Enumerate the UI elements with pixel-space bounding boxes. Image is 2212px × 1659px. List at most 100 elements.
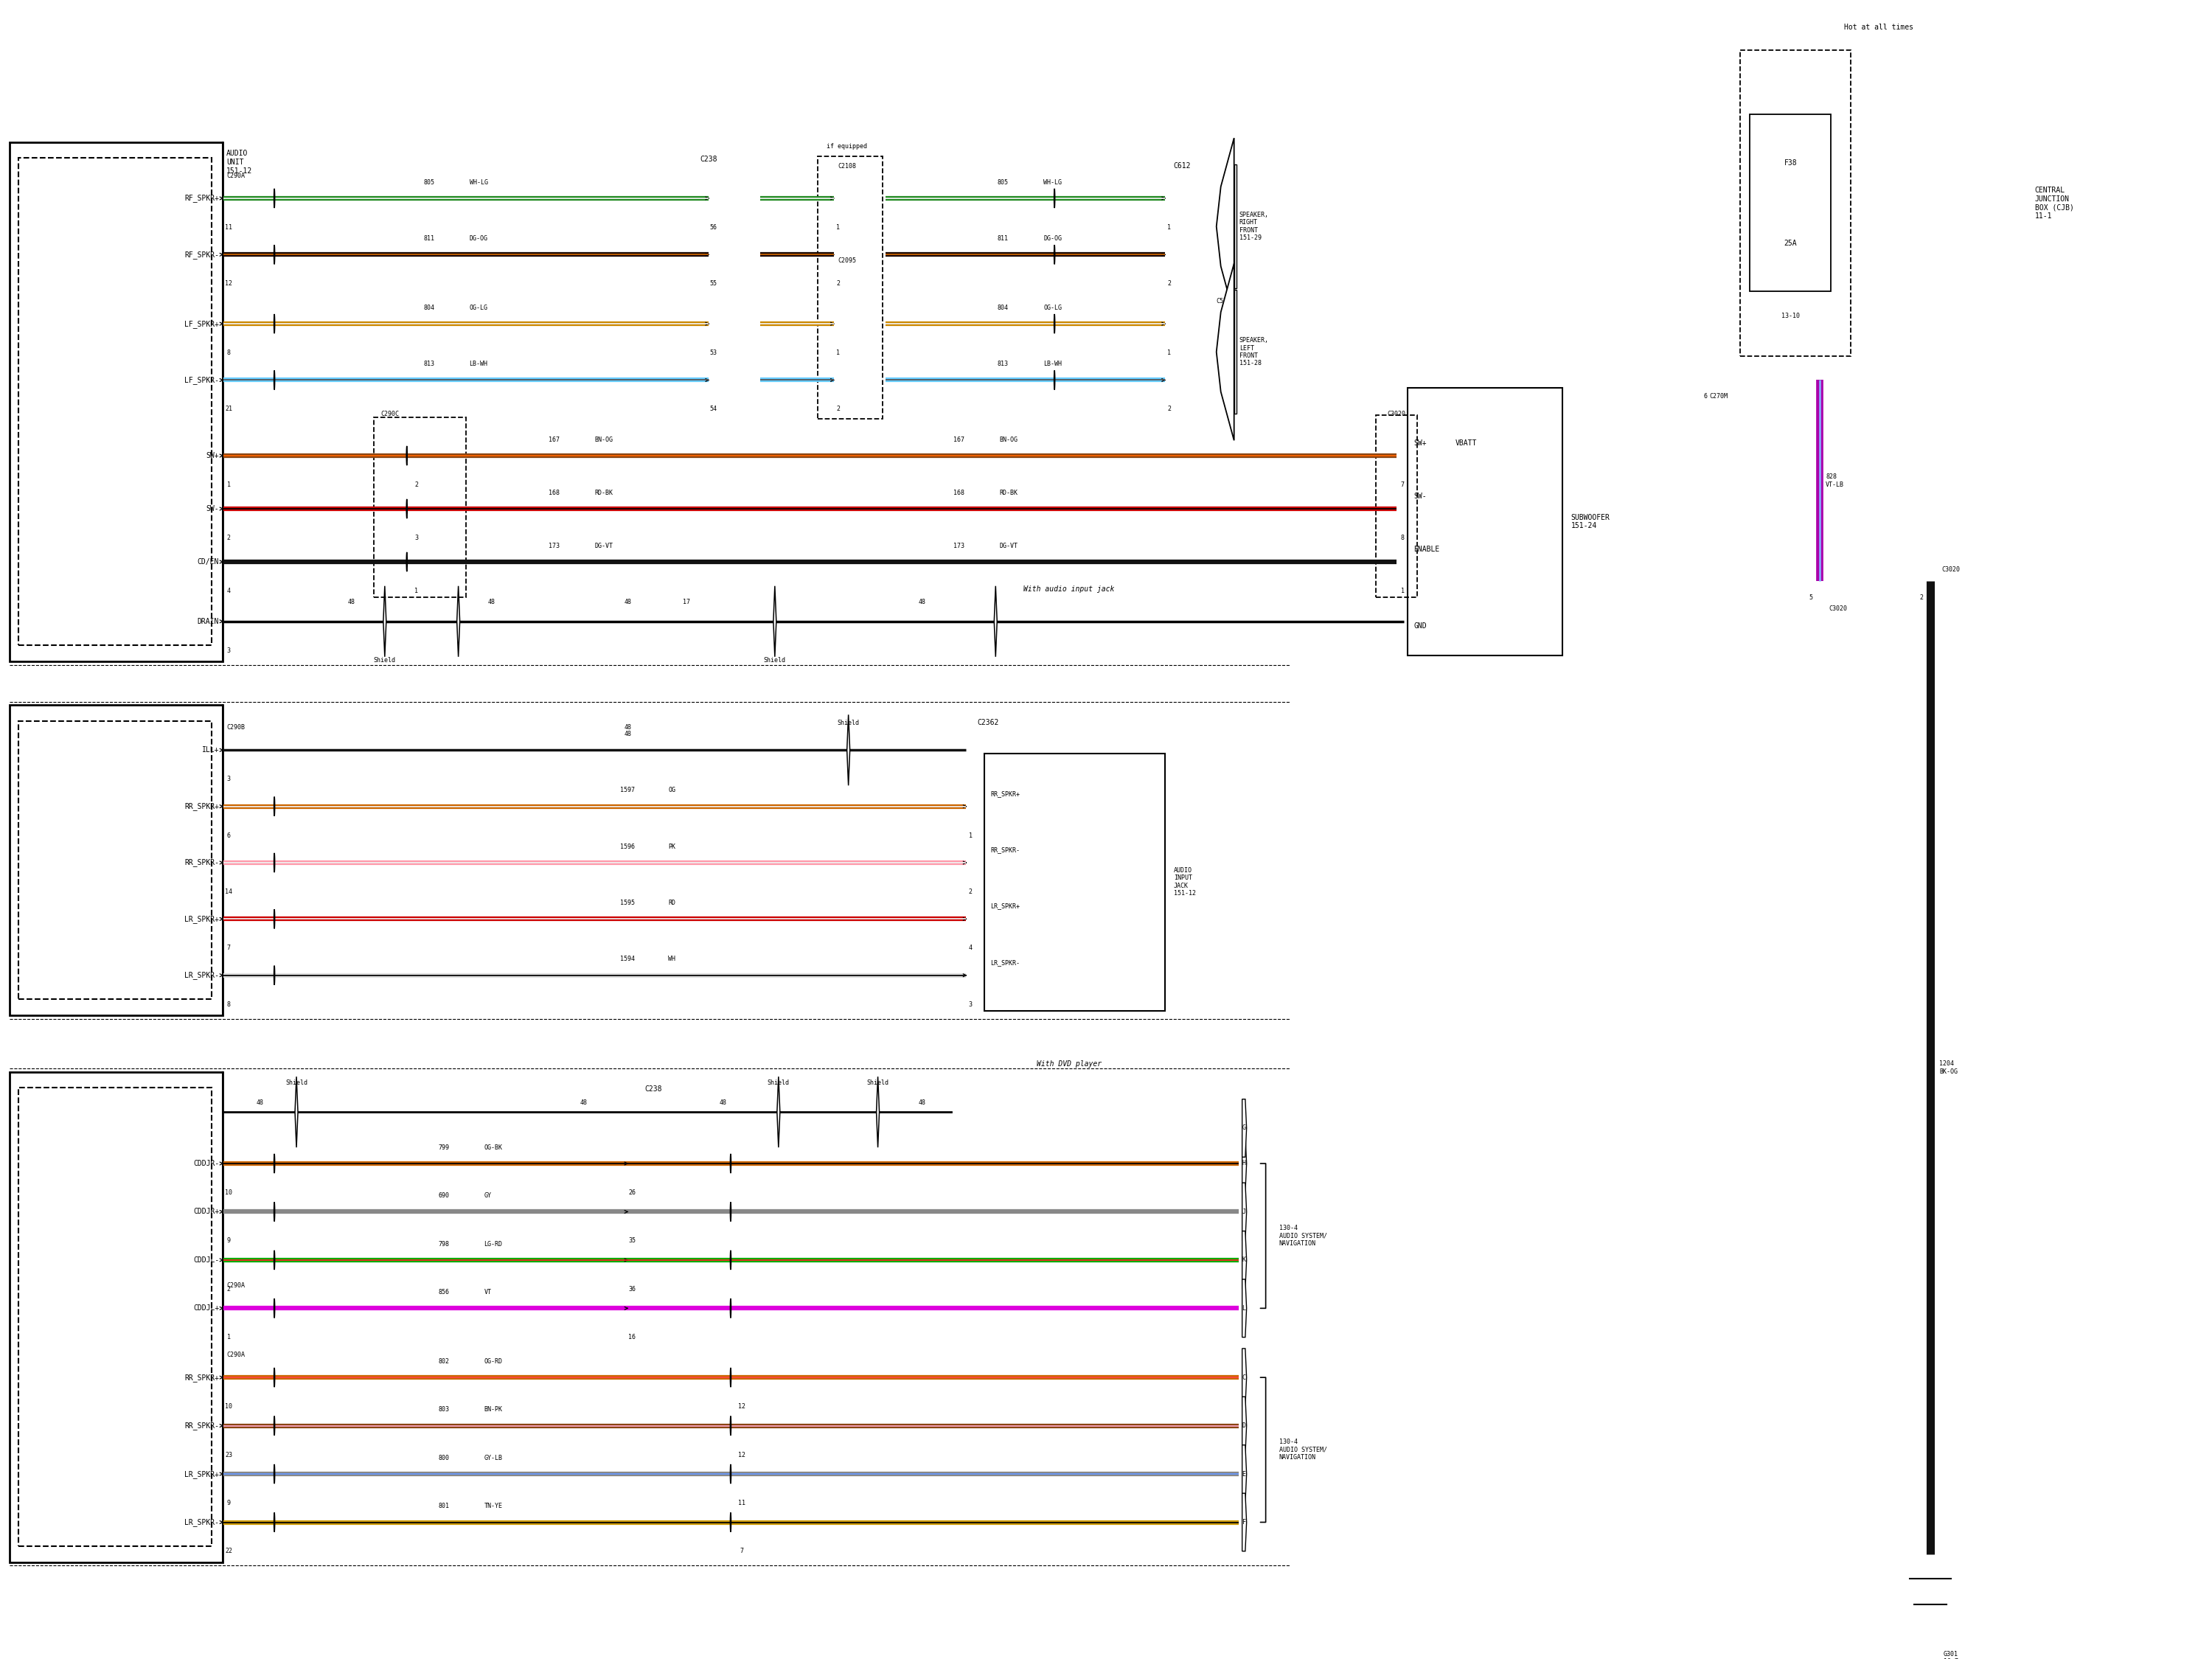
Text: 173: 173 — [953, 542, 964, 549]
Bar — [818, 156, 883, 418]
Text: 1: 1 — [1400, 587, 1405, 594]
Text: OG: OG — [668, 786, 675, 793]
Text: 9: 9 — [228, 1238, 230, 1244]
Text: 1: 1 — [836, 350, 841, 357]
Text: SPEAKER,
RIGHT
FRONT
151-29: SPEAKER, RIGHT FRONT 151-29 — [1239, 212, 1270, 241]
Text: 48: 48 — [624, 599, 630, 606]
Text: CDDJL+: CDDJL+ — [192, 1304, 219, 1312]
Text: RD-BK: RD-BK — [595, 489, 613, 496]
Text: L: L — [1243, 1306, 1245, 1312]
Text: Shield: Shield — [768, 1080, 790, 1087]
Text: 168: 168 — [549, 489, 560, 496]
Polygon shape — [1243, 1100, 1248, 1156]
Text: CENTRAL
JUNCTION
BOX (CJB)
11-1: CENTRAL JUNCTION BOX (CJB) 11-1 — [2035, 186, 2075, 219]
Text: C3020: C3020 — [1829, 606, 1847, 612]
Text: 12: 12 — [739, 1452, 745, 1458]
Text: 36: 36 — [628, 1286, 635, 1292]
Text: 811: 811 — [998, 236, 1009, 242]
Text: 35: 35 — [628, 1238, 635, 1244]
Text: 1: 1 — [414, 587, 418, 594]
Bar — [374, 416, 467, 597]
Text: With audio input jack: With audio input jack — [1024, 586, 1115, 592]
Text: CDDJL-: CDDJL- — [192, 1256, 219, 1264]
Text: AUDIO
UNIT
151-12: AUDIO UNIT 151-12 — [226, 149, 252, 174]
Text: 813: 813 — [422, 360, 434, 367]
Text: 5: 5 — [1809, 594, 1814, 601]
Text: LF_SPKR+: LF_SPKR+ — [184, 320, 219, 328]
Text: Shield: Shield — [374, 657, 396, 664]
Polygon shape — [776, 1077, 781, 1148]
Text: 7: 7 — [228, 944, 230, 951]
Text: 6: 6 — [1703, 393, 1708, 400]
Polygon shape — [1243, 1183, 1248, 1241]
Text: LR_SPKR-: LR_SPKR- — [991, 959, 1020, 966]
Text: RD: RD — [668, 899, 675, 906]
Text: 7: 7 — [739, 1548, 743, 1554]
Polygon shape — [383, 586, 387, 657]
Text: 805: 805 — [998, 179, 1009, 186]
Text: 48: 48 — [347, 599, 356, 606]
Text: 48: 48 — [489, 599, 495, 606]
Text: 799: 799 — [438, 1145, 449, 1151]
Text: 167: 167 — [953, 436, 964, 443]
Text: RR_SPKR+: RR_SPKR+ — [991, 790, 1020, 796]
Text: TN-YE: TN-YE — [484, 1503, 502, 1510]
Text: SPEAKER,
LEFT
FRONT
151-28: SPEAKER, LEFT FRONT 151-28 — [1239, 337, 1270, 367]
Text: Shield: Shield — [867, 1080, 889, 1087]
Bar — [1234, 164, 1237, 289]
Text: 813: 813 — [998, 360, 1009, 367]
Text: 1204
BK-OG: 1204 BK-OG — [1940, 1060, 1958, 1075]
Polygon shape — [294, 1077, 299, 1148]
Text: D: D — [1243, 1422, 1245, 1428]
Text: 1594: 1594 — [619, 956, 635, 962]
Text: RD-BK: RD-BK — [1000, 489, 1018, 496]
Polygon shape — [1243, 1397, 1248, 1455]
Text: 1596: 1596 — [619, 843, 635, 849]
Text: E: E — [1243, 1470, 1245, 1477]
Text: SW-: SW- — [206, 504, 219, 513]
Text: C238: C238 — [699, 156, 717, 163]
Text: 4: 4 — [969, 944, 973, 951]
Text: 8: 8 — [228, 1000, 230, 1007]
Text: C290C: C290C — [380, 410, 400, 416]
Bar — [1234, 290, 1237, 413]
Text: RR_SPKR-: RR_SPKR- — [184, 859, 219, 866]
Text: 48: 48 — [918, 1098, 925, 1105]
Text: 1: 1 — [836, 224, 841, 231]
Text: LR_SPKR+: LR_SPKR+ — [991, 902, 1020, 909]
Text: RF_SPKR+: RF_SPKR+ — [184, 194, 219, 202]
Text: DG-OG: DG-OG — [469, 236, 489, 242]
Text: 1: 1 — [1168, 224, 1170, 231]
Bar — [9, 705, 223, 1015]
Text: 130-4
AUDIO SYSTEM/
NAVIGATION: 130-4 AUDIO SYSTEM/ NAVIGATION — [1279, 1438, 1327, 1462]
Text: 4: 4 — [228, 587, 230, 594]
Text: DG-OG: DG-OG — [1044, 236, 1062, 242]
Text: C: C — [1243, 1374, 1245, 1380]
Text: 23: 23 — [226, 1452, 232, 1458]
Text: 48: 48 — [624, 730, 630, 737]
Text: 53: 53 — [710, 350, 717, 357]
Bar — [1376, 415, 1418, 597]
Text: LR_SPKR+: LR_SPKR+ — [184, 916, 219, 922]
Text: RR_SPKR-: RR_SPKR- — [184, 1422, 219, 1430]
Text: C3020: C3020 — [1387, 410, 1407, 416]
Polygon shape — [847, 715, 849, 785]
Text: C290A: C290A — [226, 1282, 246, 1289]
Text: 16: 16 — [628, 1334, 635, 1340]
Text: 800: 800 — [438, 1455, 449, 1462]
Text: CDDJR+: CDDJR+ — [192, 1208, 219, 1216]
Text: C3020: C3020 — [1942, 566, 1960, 572]
Bar — [18, 158, 212, 645]
Text: if equipped: if equipped — [827, 143, 867, 149]
Text: CD/EN: CD/EN — [197, 557, 219, 566]
Text: 7: 7 — [1400, 481, 1405, 488]
Bar — [1750, 114, 1832, 292]
Polygon shape — [1243, 1445, 1248, 1503]
Text: SW+: SW+ — [206, 451, 219, 460]
Text: Shield: Shield — [763, 657, 785, 664]
Text: 828
VT-LB: 828 VT-LB — [1825, 473, 1845, 488]
Text: C270M: C270M — [1710, 393, 1728, 400]
Text: 2: 2 — [228, 534, 230, 541]
Text: 1: 1 — [969, 833, 973, 839]
Text: 10: 10 — [226, 1190, 232, 1196]
